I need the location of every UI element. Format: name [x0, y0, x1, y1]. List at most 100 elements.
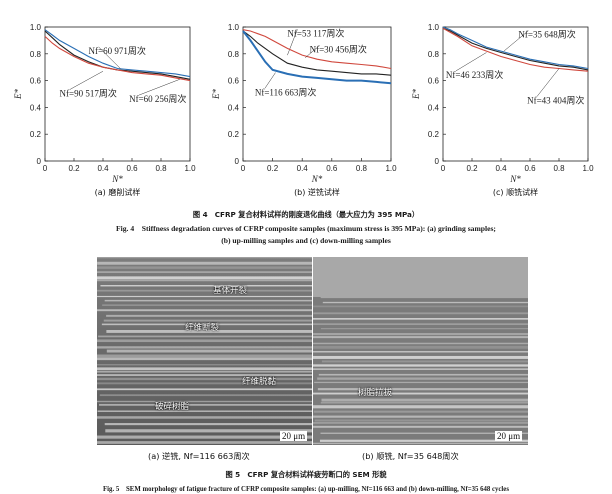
fiber-texture: [97, 388, 312, 391]
fiber-texture: [317, 388, 528, 391]
y-axis-label: E*: [411, 89, 421, 100]
fiber-texture: [313, 323, 528, 325]
x-tick-label: 0.4: [97, 164, 109, 173]
x-tick-label: 0.2: [68, 164, 80, 173]
figure5-caption-en: Fig. 5 SEM morphology of fatigue fractur…: [103, 486, 509, 493]
y-tick-label: 0.6: [30, 77, 42, 86]
series-line-2: [242, 29, 392, 70]
scale-bar-left: 20 μm: [280, 431, 308, 441]
series-line-1: [442, 26, 589, 70]
annotation-leader: [503, 30, 529, 52]
fiber-texture: [97, 400, 312, 403]
x-tick-label: 1.0: [582, 164, 594, 173]
series-line-2: [442, 27, 589, 71]
fiber-texture: [321, 398, 528, 402]
annotation-leader: [287, 29, 298, 56]
x-axis-label: N*: [311, 174, 323, 184]
fiber-texture: [97, 271, 312, 273]
y-tick-label: 0.8: [228, 50, 240, 59]
fiber-texture: [99, 403, 312, 406]
fiber-texture: [97, 374, 312, 376]
fiber-texture: [100, 285, 312, 287]
fiber-texture: [313, 405, 528, 409]
label-fiber-fracture: 纤维断裂: [185, 323, 220, 333]
fiber-texture: [97, 261, 312, 265]
sem-image-down-milling: 树脂拉拔 20 μm: [313, 257, 528, 445]
sem-subcaption-left: (a) 逆铣, Nf=116 663周次: [148, 451, 250, 461]
plot-frame: [442, 26, 589, 162]
panel-caption-1: (a) 磨削试样: [95, 187, 141, 197]
series-line-1: [242, 30, 392, 76]
chart-panel-2: 00 0.2 0.2 0.4 0.4 0.6 0.6 0.8 0.8 1.0 1.0 N* E* Nf=5…: [211, 23, 397, 197]
fiber-texture: [313, 345, 528, 349]
fiber-texture: [97, 309, 312, 312]
series-line-3: [242, 30, 392, 85]
annotation-leader: [455, 52, 487, 72]
fiber-texture: [103, 319, 312, 322]
fiber-texture: [97, 276, 312, 280]
x-tick-label: 0.4: [495, 164, 507, 173]
panel-caption-2: (b) 逆铣试样: [294, 187, 340, 197]
fiber-texture: [97, 266, 312, 269]
fiber-texture: [314, 419, 528, 422]
x-tick-label: 0.8: [356, 164, 368, 173]
y-tick-label: 0.6: [428, 77, 440, 86]
fiber-texture: [97, 435, 312, 439]
fiber-texture: [314, 381, 528, 384]
y-tick-label: 0.4: [30, 103, 42, 112]
series-line-3: [44, 35, 191, 82]
fiber-texture: [97, 364, 312, 366]
x-tick-label: 0.4: [297, 164, 309, 173]
fiber-texture: [313, 342, 528, 345]
fiber-texture: [313, 305, 528, 308]
x-tick-label: 1.0: [385, 164, 397, 173]
x-tick-label: 0.6: [126, 164, 138, 173]
y-tick-label: 0.2: [228, 130, 240, 139]
y-tick-label: 0: [37, 157, 42, 166]
fiber-texture: [313, 410, 528, 413]
x-tick-label: 0.8: [553, 164, 565, 173]
fiber-texture: [106, 330, 312, 333]
fiber-texture: [97, 354, 312, 358]
x-tick-label: 0.6: [524, 164, 536, 173]
fiber-texture: [313, 392, 528, 395]
x-tick-label: 0.2: [267, 164, 279, 173]
series-annotation-2: Nf=30 456周次: [310, 43, 367, 54]
x-axis-label: N*: [111, 174, 123, 184]
fiber-texture: [313, 422, 528, 424]
series-annotation-3: Nf=60 256周次: [129, 93, 186, 104]
y-tick-label: 0.6: [228, 77, 240, 86]
x-tick-label: 0: [241, 164, 246, 173]
series-line-1: [44, 29, 191, 78]
fiber-texture: [97, 410, 312, 412]
annotation-leader: [139, 79, 180, 96]
fiber-texture: [97, 382, 312, 385]
scale-bar-right: 20 μm: [495, 431, 523, 441]
fiber-texture: [97, 441, 312, 444]
fiber-texture: [320, 328, 528, 330]
label-resin-pullout: 树脂拉拔: [358, 388, 393, 398]
plot-frame: [44, 26, 191, 162]
fiber-texture: [320, 297, 528, 299]
panel-caption-3: (c) 顺铣试样: [493, 187, 538, 197]
fiber-texture: [320, 401, 528, 404]
fiber-texture: [321, 360, 528, 363]
annotation-leader: [264, 72, 276, 89]
y-tick-label: 0.4: [228, 103, 240, 112]
fiber-texture: [97, 370, 312, 373]
annotation-leader: [304, 45, 320, 59]
label-fiber-debonding: 纤维脱黏: [242, 377, 277, 387]
series-annotation-3: Nf=116 663周次: [255, 86, 317, 97]
fiber-texture: [97, 416, 312, 419]
y-tick-label: 0.2: [428, 130, 440, 139]
y-tick-label: 0.2: [30, 130, 42, 139]
fiber-texture: [318, 373, 528, 376]
x-tick-label: 0: [441, 164, 446, 173]
y-tick-label: 0: [435, 157, 440, 166]
series-annotation-2: Nf=46 233周次: [446, 69, 503, 80]
y-axis-label: E*: [211, 89, 221, 100]
sem-subcaption-right: (b) 顺铣, Nf=35 648周次: [362, 451, 459, 461]
x-tick-label: 1.0: [184, 164, 196, 173]
y-tick-label: 0.4: [428, 103, 440, 112]
fiber-texture: [97, 367, 312, 371]
